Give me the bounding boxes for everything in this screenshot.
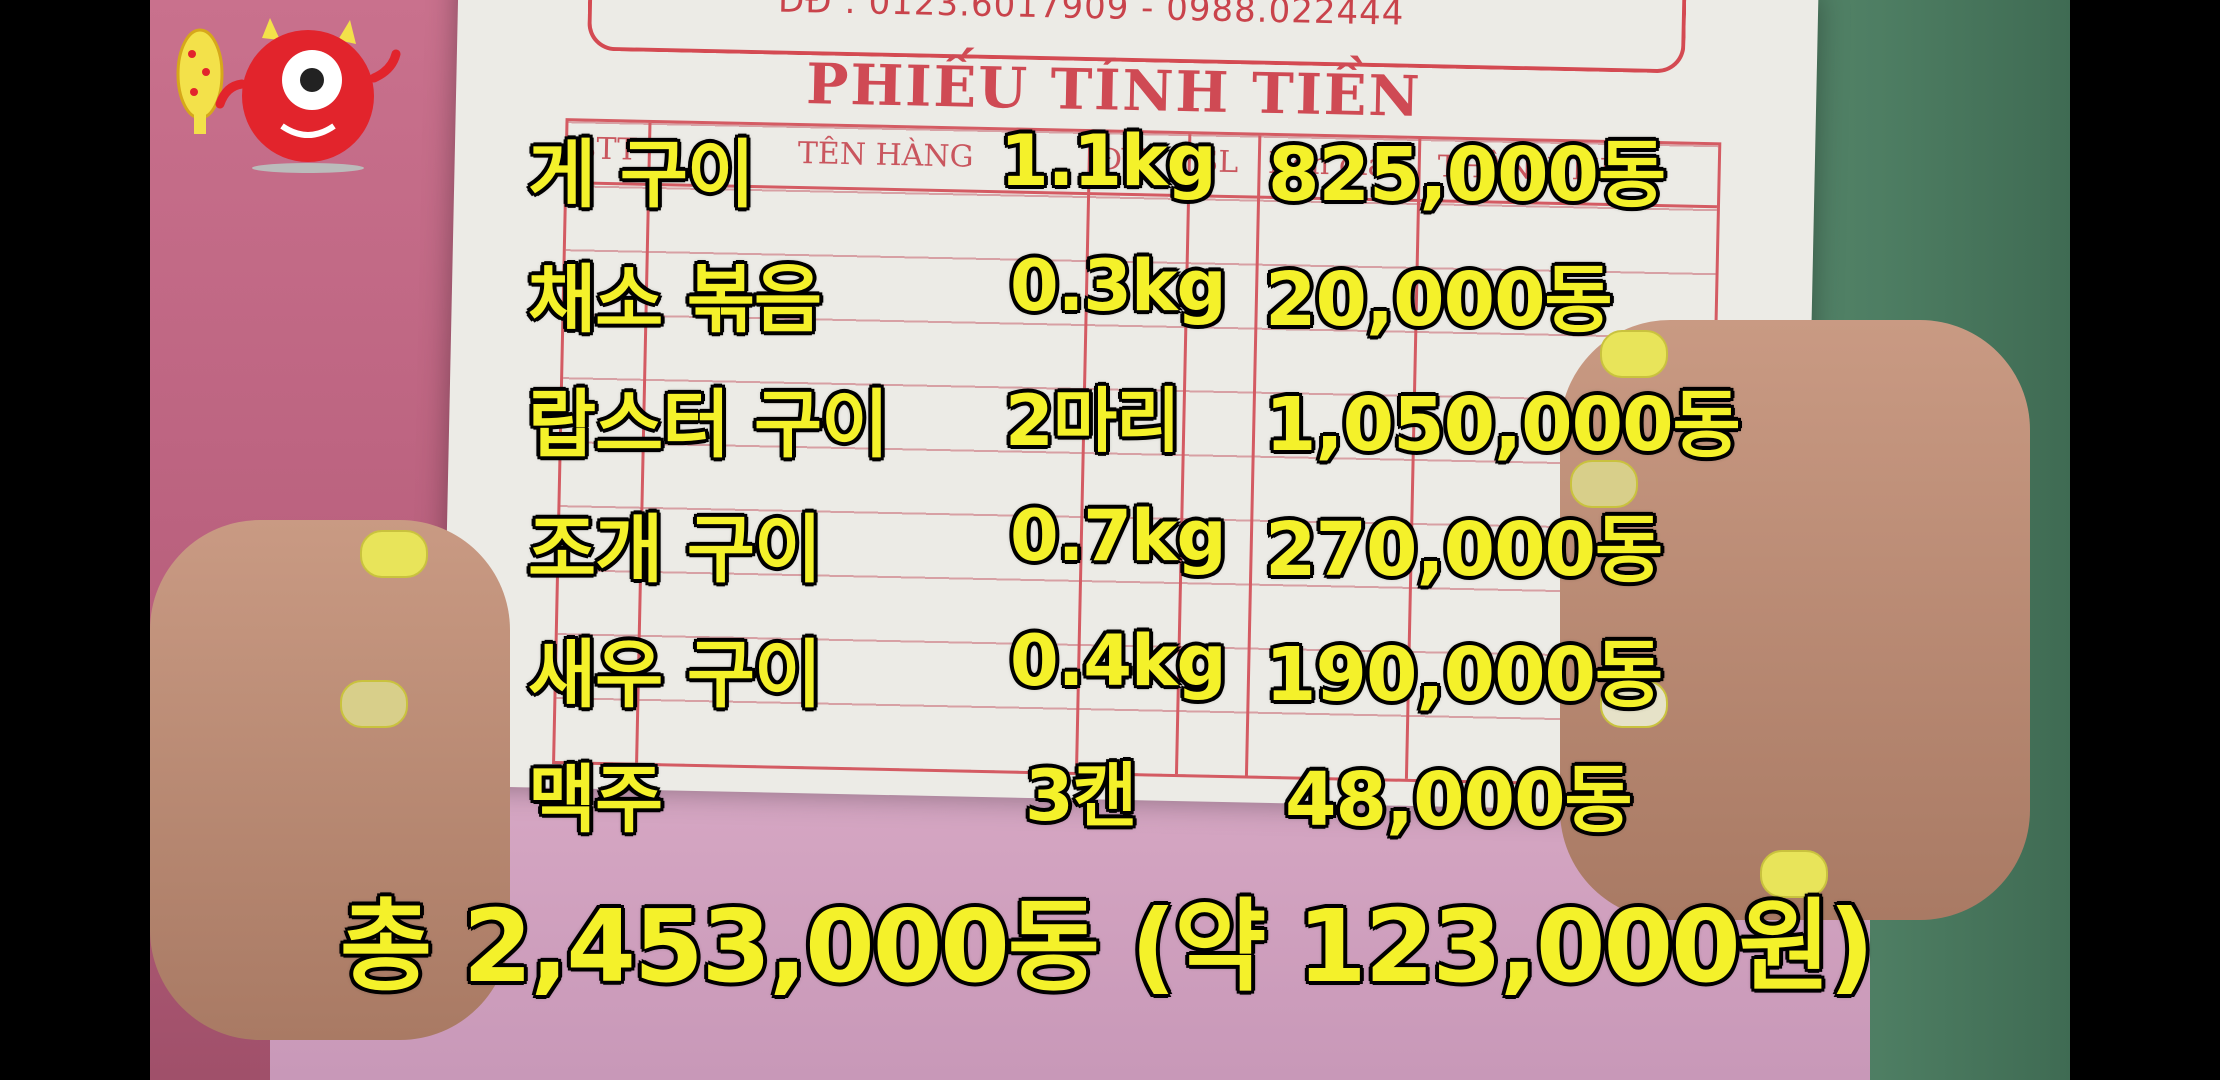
caption-item-name: 맥주 [528, 757, 663, 843]
caption-item-price: 1,050,000동 [1265, 382, 1741, 468]
caption-item-price: 20,000동 [1265, 257, 1613, 343]
right-hand [1560, 320, 2030, 920]
caption-item-name: 새우 구이 [528, 632, 822, 718]
caption-item-name: 채소 볶음 [528, 257, 822, 343]
caption-item-name: 랍스터 구이 [528, 382, 889, 468]
header-ten-hang: TÊN HÀNG [797, 135, 974, 175]
caption-item-qty: 0.3kg [1010, 245, 1227, 327]
caption-total: 총 2,453,000동 (약 123,000원) [340, 888, 1874, 1005]
caption-item-qty: 1.1kg [1000, 120, 1217, 202]
caption-item-qty: 0.7kg [1010, 495, 1227, 577]
video-frame: DĐ : 0123.6017909 - 0988.022444 PHIẾU TÍ… [150, 0, 2070, 1080]
left-hand [150, 520, 510, 1040]
caption-item-name: 게 구이 [528, 132, 755, 218]
red-monster-logo-icon [170, 14, 410, 174]
caption-item-price: 190,000동 [1265, 632, 1663, 718]
caption-item-price: 48,000동 [1285, 757, 1633, 843]
caption-item-name: 조개 구이 [528, 507, 822, 593]
caption-item-qty: 3캔 [1025, 755, 1137, 837]
caption-item-price: 825,000동 [1268, 132, 1666, 218]
caption-item-price: 270,000동 [1265, 507, 1663, 593]
caption-item-qty: 0.4kg [1010, 620, 1227, 702]
caption-item-qty: 2마리 [1005, 380, 1181, 462]
